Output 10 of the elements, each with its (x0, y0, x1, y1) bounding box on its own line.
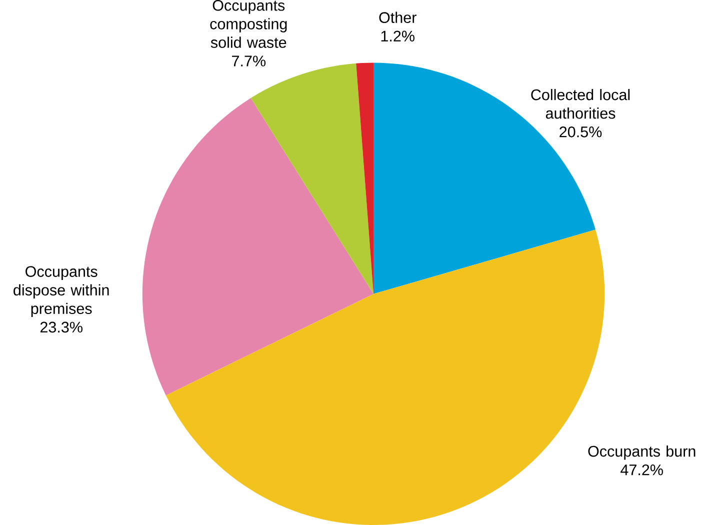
slice-label: Collected local authorities (531, 89, 630, 119)
data-label: 7.7% (232, 56, 266, 66)
data-label: 47.2% (620, 464, 663, 476)
slice-label: Other (379, 12, 416, 24)
slice-label: Occupants burn (588, 446, 696, 460)
data-label: 20.5% (560, 126, 602, 138)
slice-label: Occupants dispose within premises (14, 266, 109, 318)
slice-label: Occupants composting solid waste (210, 0, 287, 48)
data-label: 23.3% (40, 322, 82, 333)
data-label: 1.2% (381, 30, 414, 42)
